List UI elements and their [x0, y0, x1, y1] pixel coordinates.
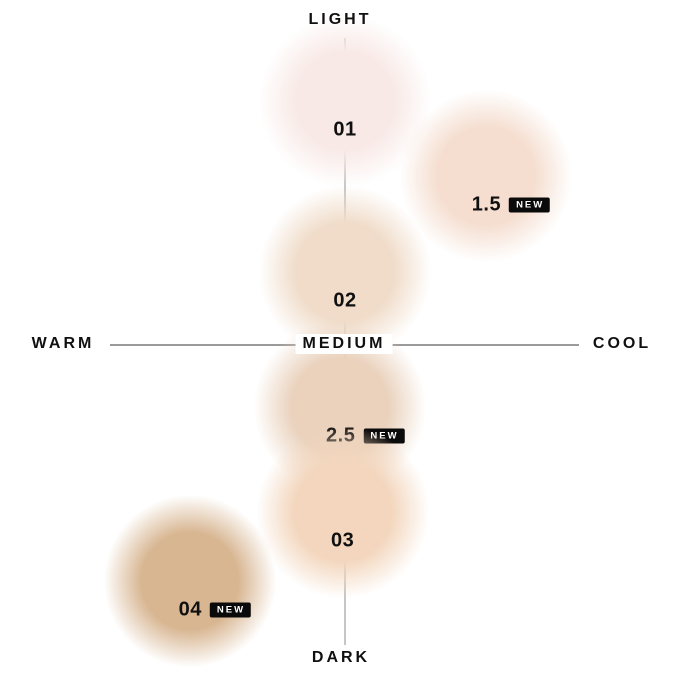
shade-number: 02	[333, 289, 357, 312]
shade-swatch	[256, 426, 429, 598]
new-badge: NEW	[209, 602, 252, 618]
axis-label-medium: MEDIUM	[295, 334, 393, 354]
axis-label-dark: DARK	[311, 649, 371, 666]
new-badge: NEW	[509, 197, 551, 213]
shade-label-row: 1.5 NEW	[471, 193, 551, 217]
shade-label-row: 04 NEW	[178, 598, 252, 622]
shade-label-row: 01	[333, 119, 356, 142]
shade-number: 01	[333, 118, 357, 141]
shade-label-row: 02	[333, 290, 356, 313]
axis-label-light: LIGHT	[308, 11, 372, 28]
axis-label-warm: WARM	[31, 335, 95, 352]
shade-number: 1.5	[471, 193, 502, 216]
axis-label-cool: COOL	[592, 335, 652, 352]
shade-number: 04	[178, 598, 202, 621]
shade-number: 03	[331, 529, 355, 552]
shade-swatch	[400, 90, 572, 262]
shade-swatch	[103, 495, 276, 667]
shade-label-row: 03	[331, 530, 354, 553]
